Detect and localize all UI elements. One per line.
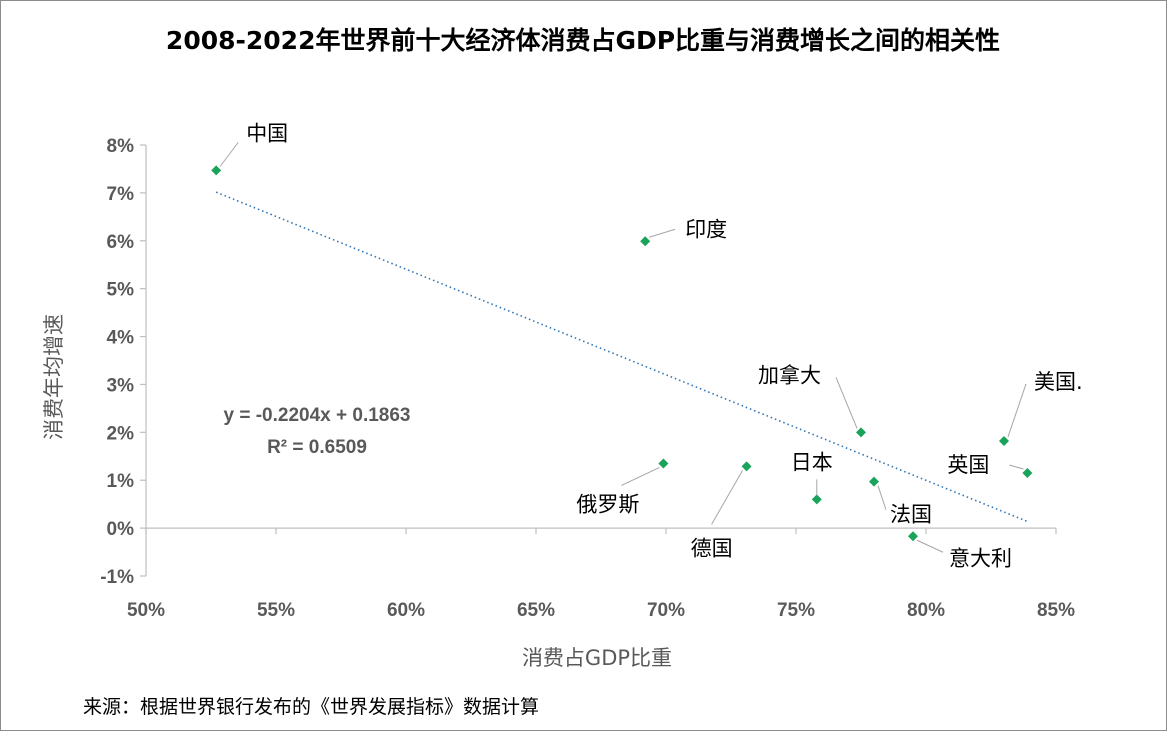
x-tick-label: 80% xyxy=(907,600,945,621)
axes: -1% 0% 1% 2% 3% 4% 5% 6% 7% 8% 50% 55% 60% 65% 70% 75% 8… xyxy=(100,136,1075,621)
point-label: 印度 xyxy=(685,217,727,241)
x-tick-label: 50% xyxy=(127,600,165,621)
point-label: 法国 xyxy=(890,503,932,527)
chart-title: 2008-2022年世界前十大经济体消费占GDP比重与消费增长之间的相关性 xyxy=(166,26,1000,55)
y-tick-label: 8% xyxy=(107,136,135,157)
y-axis-title: 消费年均增速 xyxy=(42,314,66,440)
point-label: 俄罗斯 xyxy=(576,492,639,516)
x-tick-label: 65% xyxy=(517,600,555,621)
y-axis-title-group: 消费年均增速 xyxy=(42,314,66,440)
data-point xyxy=(908,531,918,542)
trendline-r-squared: R² = 0.6509 xyxy=(267,437,367,458)
data-point xyxy=(640,236,651,247)
label-leader-line xyxy=(835,377,858,429)
label-leader-line xyxy=(916,539,944,553)
trendline-group xyxy=(215,191,1028,523)
data-point xyxy=(658,458,669,469)
x-tick-label: 70% xyxy=(647,600,685,621)
point-label: 加拿大 xyxy=(758,363,821,387)
y-tick-label: 7% xyxy=(107,184,135,205)
y-tick-label: 4% xyxy=(107,328,135,349)
point-label: 美国. xyxy=(1034,370,1083,394)
trendline xyxy=(215,191,1028,523)
source-note: 来源：根据世界银行发布的《世界发展指标》数据计算 xyxy=(83,696,539,718)
point-label: 英国 xyxy=(947,453,989,477)
label-leader-line xyxy=(1007,383,1027,438)
label-leader-line xyxy=(649,228,676,238)
x-tick-label: 75% xyxy=(777,600,815,621)
label-leader-line xyxy=(1009,464,1024,470)
data-point xyxy=(869,476,879,487)
point-label: 意大利 xyxy=(949,546,1012,570)
data-point xyxy=(741,461,752,472)
x-tick-label: 60% xyxy=(387,600,425,621)
points-group xyxy=(211,165,1033,542)
point-label: 德国 xyxy=(691,536,733,560)
y-tick-label: -1% xyxy=(100,567,134,588)
x-tick-label: 55% xyxy=(257,600,295,621)
y-tick-label: 0% xyxy=(107,519,135,540)
label-leader-line xyxy=(877,485,887,510)
y-tick-label: 1% xyxy=(107,471,135,492)
y-tick-label: 5% xyxy=(107,280,135,301)
x-tick-label: 85% xyxy=(1037,600,1075,621)
y-tick-label: 3% xyxy=(107,375,135,396)
data-point xyxy=(211,165,222,176)
data-point xyxy=(999,435,1009,446)
trendline-equation: y = -0.2204x + 0.1863 xyxy=(224,405,411,426)
x-axis-title: 消费占GDP比重 xyxy=(522,646,672,670)
y-tick-label: 2% xyxy=(107,423,135,444)
label-leader-line xyxy=(621,467,660,486)
label-leader-line xyxy=(219,142,239,167)
data-point xyxy=(811,494,822,505)
y-tick-label: 6% xyxy=(107,232,135,253)
point-label: 中国 xyxy=(246,121,288,145)
label-leader-line xyxy=(711,470,744,525)
data-point xyxy=(1022,468,1033,479)
data-point xyxy=(856,427,866,438)
point-label: 日本 xyxy=(791,450,833,474)
